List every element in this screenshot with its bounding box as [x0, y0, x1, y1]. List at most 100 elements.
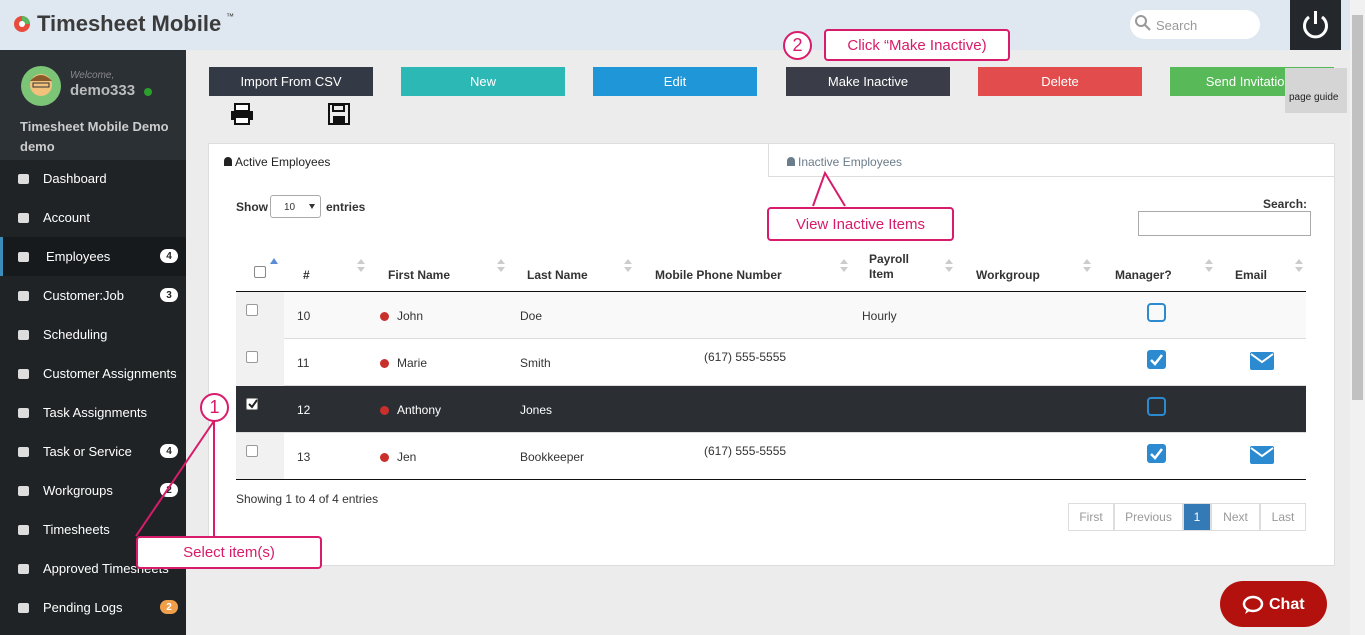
page-button[interactable]: Last — [1260, 503, 1306, 531]
toolbar-button[interactable]: New — [401, 67, 565, 96]
row-checkbox[interactable] — [246, 351, 258, 363]
search-placeholder: Search — [1156, 18, 1198, 33]
row-checkbox[interactable] — [246, 398, 258, 410]
table-row[interactable] — [236, 292, 1306, 339]
cell-first-name: Marie — [397, 356, 428, 370]
nav-badge: 3 — [160, 288, 178, 302]
sort-icon — [497, 259, 505, 264]
nav-icon — [18, 174, 29, 184]
tab-active[interactable] — [209, 144, 769, 177]
nav-icon — [18, 486, 29, 496]
show-label: Show — [236, 200, 268, 214]
tab-inactive[interactable] — [769, 144, 1334, 177]
column-header[interactable]: Last Name — [527, 268, 588, 282]
entries-value: 10 — [284, 202, 296, 213]
status-dot — [380, 453, 389, 462]
user-panel — [0, 50, 186, 160]
email-icon — [1250, 446, 1274, 464]
tab-icon — [787, 157, 795, 166]
manager-checkbox — [1147, 350, 1166, 369]
table-row[interactable] — [236, 339, 1306, 386]
header-checkbox[interactable] — [254, 266, 266, 278]
nav-label: Scheduling — [43, 327, 108, 342]
annotation-callout — [130, 20, 1030, 580]
toolbar-button[interactable]: Import From CSV — [209, 67, 373, 96]
table-search[interactable] — [1138, 211, 1311, 236]
column-header[interactable]: # — [303, 268, 310, 282]
table-info: Showing 1 to 4 of 4 entries — [236, 492, 379, 506]
cell-id: 12 — [297, 403, 311, 417]
page-guide-label: page guide — [1289, 92, 1339, 103]
column-header[interactable]: Workgroup — [976, 268, 1040, 282]
cell-last-name: Jones — [520, 403, 553, 417]
status-dot — [380, 312, 389, 321]
manager-checkbox — [1147, 397, 1166, 416]
nav-label: Customer:Job — [43, 288, 124, 303]
nav-icon — [18, 330, 29, 340]
cell-last-name: Bookkeeper — [520, 450, 585, 464]
print-icon — [230, 103, 254, 125]
column-header[interactable]: Manager? — [1115, 268, 1172, 282]
cell-last-name: Doe — [520, 309, 543, 323]
row-check — [247, 398, 259, 410]
nav-label: Account — [43, 210, 90, 225]
tab-icon — [224, 157, 232, 166]
nav-icon — [18, 603, 29, 613]
chat-button[interactable] — [1220, 581, 1327, 627]
chat-label: Chat — [1269, 596, 1305, 613]
sort-icon — [1083, 267, 1091, 272]
page-button[interactable]: 1 — [1183, 503, 1211, 531]
sort-icon — [357, 259, 365, 264]
avatar — [20, 65, 62, 107]
nav-icon — [18, 252, 29, 262]
sort-icon — [624, 259, 632, 264]
table-row[interactable] — [236, 386, 1306, 433]
trademark: ™ — [226, 12, 234, 21]
nav-icon — [18, 213, 29, 223]
tab-label: Inactive Employees — [798, 155, 903, 169]
cell-id: 10 — [297, 309, 311, 323]
nav-icon — [18, 291, 29, 301]
row-checkbox[interactable] — [246, 445, 258, 457]
entries-label: entries — [326, 200, 366, 214]
entries-select[interactable] — [270, 195, 321, 218]
chat-icon — [1242, 595, 1264, 615]
manager-checkbox — [1147, 303, 1166, 322]
table-row[interactable] — [236, 433, 1306, 480]
toolbar-button[interactable]: Edit — [593, 67, 757, 96]
page-guide[interactable] — [1285, 68, 1347, 113]
sort-icon — [357, 267, 365, 272]
logo: Timesheet Mobile — [37, 11, 222, 36]
nav-icon — [18, 564, 29, 574]
tab-label: Active Employees — [235, 155, 331, 169]
sort-asc — [270, 258, 278, 264]
nav-badge: 4 — [160, 249, 178, 263]
annotation-circle: 1 — [200, 393, 229, 422]
status-dot — [380, 406, 389, 415]
online-dot — [144, 88, 152, 96]
sort-icon — [1295, 267, 1303, 272]
nav-item[interactable] — [0, 237, 186, 276]
cell-phone: (617) 555-5555 — [704, 444, 787, 458]
cell-id: 13 — [297, 450, 311, 464]
toolbar-button[interactable]: Make Inactive — [786, 67, 950, 96]
page-button[interactable]: Previous — [1114, 503, 1183, 531]
page-button[interactable]: Next — [1211, 503, 1260, 531]
column-header[interactable]: Mobile Phone Number — [655, 268, 782, 282]
sort-icon — [840, 267, 848, 272]
table-rule — [236, 479, 1306, 480]
nav-label: Workgroups — [43, 483, 113, 498]
column-header[interactable]: Email — [1235, 268, 1268, 282]
search-box[interactable] — [1130, 10, 1260, 39]
search-icon — [1134, 14, 1152, 32]
power-button — [1290, 0, 1341, 50]
checkbox-cell — [236, 292, 284, 339]
page-button[interactable]: First — [1068, 503, 1114, 531]
row-checkbox[interactable] — [246, 304, 258, 316]
column-header[interactable]: Payroll Item — [869, 252, 910, 281]
nav-label: Task Assignments — [43, 405, 148, 420]
toolbar-button[interactable]: Delete — [978, 67, 1142, 96]
column-header[interactable]: First Name — [388, 268, 451, 282]
cell-phone: (617) 555-5555 — [704, 350, 787, 364]
